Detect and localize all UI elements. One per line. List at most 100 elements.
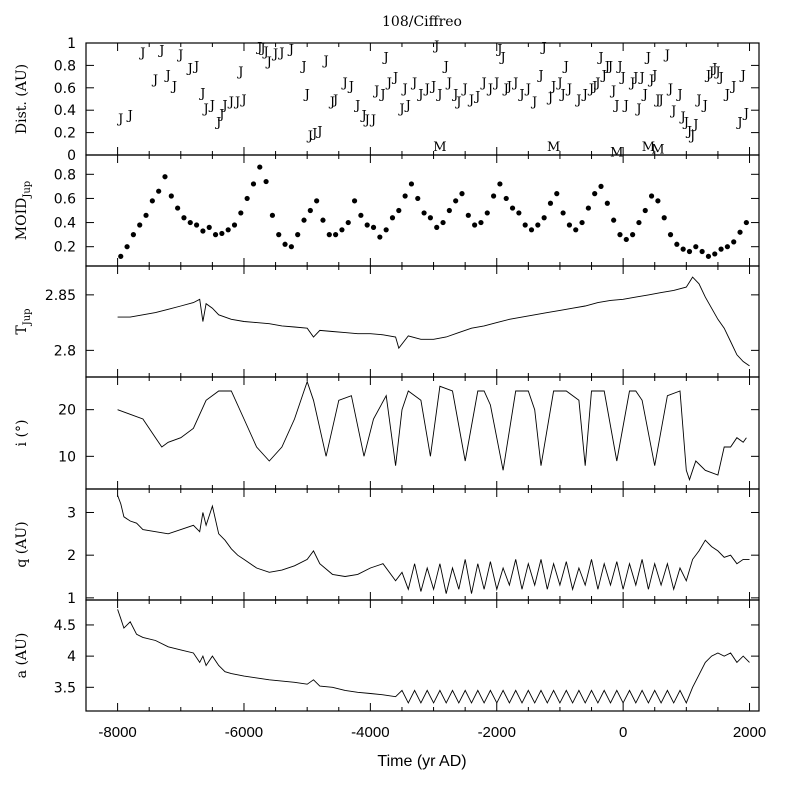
data-point	[250, 181, 257, 187]
marker-J: J	[562, 59, 569, 74]
marker-J: J	[429, 80, 436, 95]
marker-J: J	[558, 87, 565, 102]
marker-J: J	[612, 99, 619, 114]
data-point	[351, 198, 358, 204]
data-point	[484, 210, 490, 216]
marker-J: J	[331, 93, 338, 108]
marker-J: J	[495, 43, 502, 58]
x-tick-label: -6000	[225, 724, 263, 741]
marker-J: J	[176, 48, 183, 63]
data-point	[314, 198, 320, 204]
marker-J: J	[378, 87, 385, 102]
data-point	[472, 222, 478, 228]
panel-tjup: 2.8 2.85 TJup	[14, 265, 760, 378]
marker-J: J	[198, 86, 205, 101]
marker-J: J	[546, 91, 553, 106]
marker-J: J	[369, 113, 376, 128]
moid-points	[118, 164, 749, 259]
marker-J: J	[385, 76, 392, 91]
data-point	[149, 198, 155, 204]
y-axis-label: Dist. (AU)	[14, 64, 30, 134]
marker-J: J	[492, 76, 499, 91]
marker-J: J	[498, 50, 505, 65]
marker-J: J	[214, 115, 221, 130]
marker-J: J	[637, 71, 644, 86]
marker-J: J	[644, 50, 651, 65]
series-line-tjup	[117, 276, 750, 367]
data-point	[408, 181, 415, 187]
marker-J: J	[255, 40, 262, 55]
marker-J: J	[701, 99, 708, 114]
data-point	[440, 219, 446, 226]
y-tick-label: 20	[58, 403, 76, 419]
data-point	[212, 232, 219, 238]
marker-J: J	[606, 59, 613, 74]
data-point	[263, 178, 269, 185]
data-point	[509, 205, 516, 211]
marker-J: J	[170, 80, 177, 95]
marker-J: J	[138, 46, 145, 61]
data-point	[288, 244, 294, 250]
data-point	[434, 224, 440, 230]
marker-J: J	[685, 124, 692, 139]
data-point	[143, 212, 149, 218]
marker-J: J	[480, 76, 487, 91]
marker-J: J	[729, 80, 736, 95]
data-point	[661, 215, 667, 221]
marker-J: J	[451, 87, 458, 102]
marker-J: J	[723, 87, 730, 102]
y-tick-label: 0.4	[54, 103, 76, 119]
marker-J: J	[505, 80, 512, 95]
data-point	[459, 191, 465, 197]
data-point	[206, 224, 212, 230]
data-point	[718, 246, 724, 252]
y-tick-label: 0.8	[54, 58, 76, 74]
data-point	[427, 215, 433, 221]
marker-J: J	[565, 82, 572, 97]
data-point	[743, 219, 749, 226]
marker-J: J	[502, 82, 509, 97]
marker-J: J	[666, 82, 673, 97]
data-point	[276, 232, 282, 238]
marker-J: J	[382, 50, 389, 65]
data-point	[244, 195, 250, 202]
marker-M: M	[642, 140, 655, 155]
panel-incl: 10 20 i (°)	[14, 376, 760, 490]
marker-J: J	[596, 50, 603, 65]
data-point	[623, 236, 629, 243]
marker-M: M	[651, 142, 664, 157]
y-tick-label: 1	[67, 36, 76, 52]
data-point	[648, 193, 655, 199]
data-point	[579, 219, 585, 226]
data-point	[257, 164, 263, 170]
y-tick-label: 2.85	[45, 288, 76, 304]
marker-J: J	[622, 99, 629, 114]
marker-J: J	[416, 87, 423, 102]
marker-J: J	[363, 113, 370, 128]
data-point	[162, 174, 168, 180]
data-point	[187, 219, 193, 226]
marker-J: J	[694, 93, 701, 108]
marker-J: J	[353, 99, 360, 114]
marker-J: J	[511, 76, 518, 91]
y-tick-label: 0.8	[54, 167, 76, 183]
marker-J: J	[432, 39, 439, 54]
marker-J: J	[619, 71, 626, 86]
marker-J: J	[467, 93, 474, 108]
data-point	[396, 207, 402, 214]
marker-J: J	[688, 129, 695, 144]
data-point	[642, 207, 648, 214]
data-point	[686, 248, 693, 255]
marker-J: J	[707, 65, 714, 80]
data-point	[402, 193, 408, 199]
data-point	[560, 210, 566, 216]
panel-frame	[85, 599, 760, 712]
data-point	[592, 191, 598, 197]
data-point	[655, 198, 661, 204]
y-tick-label: 4.5	[54, 618, 76, 634]
panel-frame	[85, 265, 760, 378]
marker-J: J	[271, 47, 278, 62]
marker-J: J	[473, 90, 480, 105]
data-point	[554, 191, 560, 197]
